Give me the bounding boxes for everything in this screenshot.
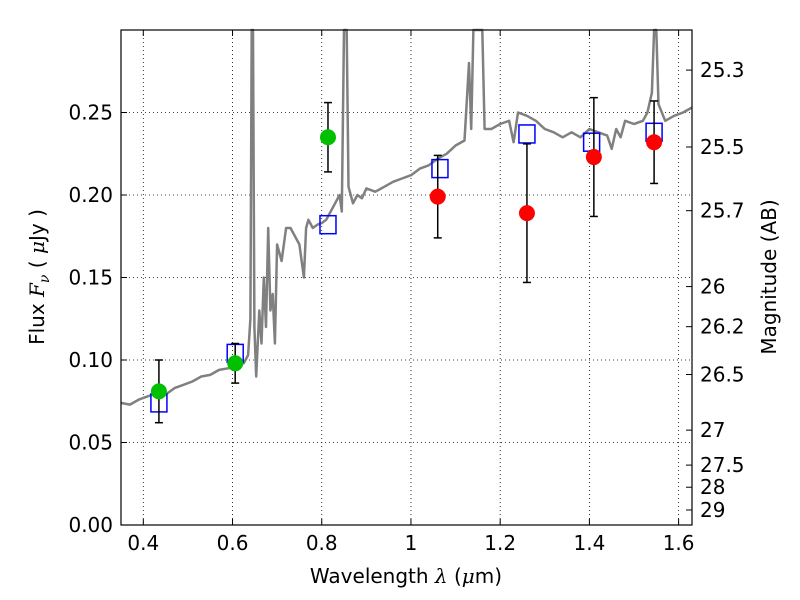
x-tick-label: 1 (405, 531, 418, 555)
model-bandpass-square (582, 132, 601, 152)
y-axis-label: Flux Fν ( μJy ) (25, 209, 53, 345)
optical-photometry-point (227, 355, 244, 372)
nir-photometry-point (518, 205, 535, 222)
x-tick-label: 0.8 (306, 531, 338, 555)
model-bandpass-square (319, 214, 337, 235)
nir-photometry-point (429, 188, 446, 205)
magnitude-tick-label: 25.3 (700, 58, 745, 82)
y-tick-label: 0.25 (68, 101, 113, 125)
grid-lines (121, 30, 692, 526)
x-tick-label: 1.4 (573, 531, 605, 555)
magnitude-tick-label: 25.5 (700, 135, 745, 159)
x-tick-label: 1.2 (484, 531, 516, 555)
right-axis-label: Magnitude (AB) (757, 199, 781, 354)
nir-photometry-point (646, 134, 663, 151)
y-tick-label: 0.00 (68, 513, 113, 537)
magnitude-tick-label: 28 (700, 475, 725, 499)
magnitude-tick-label: 27.5 (700, 453, 745, 477)
magnitude-tick-label: 26 (700, 275, 725, 299)
magnitude-tick-label: 25.7 (700, 199, 745, 223)
y-tick-label: 0.05 (68, 431, 113, 455)
x-tick-label: 0.4 (127, 531, 159, 555)
magnitude-tick-label: 26.5 (700, 363, 745, 387)
x-tick-label: 0.6 (217, 531, 249, 555)
magnitude-tick-label: 27 (700, 418, 725, 442)
ticks: 0.4 0.6 0.8 1 1.2 1.4 1.6 0.00 0.05 0.10 0.15 0.20 0… (68, 30, 745, 555)
y-tick-label: 0.15 (68, 266, 113, 290)
x-tick-label: 1.6 (663, 531, 695, 555)
model-bandpass-square (431, 158, 449, 179)
y-tick-label: 0.10 (68, 348, 113, 372)
optical-photometry-point (319, 129, 336, 146)
model-spectrum-line (120, 28, 693, 406)
x-axis-label: Wavelength λ (μm) (310, 564, 502, 588)
model-bandpass-square (518, 124, 536, 144)
magnitude-tick-label: 29 (700, 498, 725, 522)
optical-photometry-point (150, 383, 167, 400)
magnitude-tick-label: 26.2 (700, 315, 745, 339)
plot-area (120, 28, 693, 424)
plot-frame (120, 29, 693, 526)
nir-photometry-point (585, 149, 602, 166)
y-tick-label: 0.20 (68, 183, 113, 207)
